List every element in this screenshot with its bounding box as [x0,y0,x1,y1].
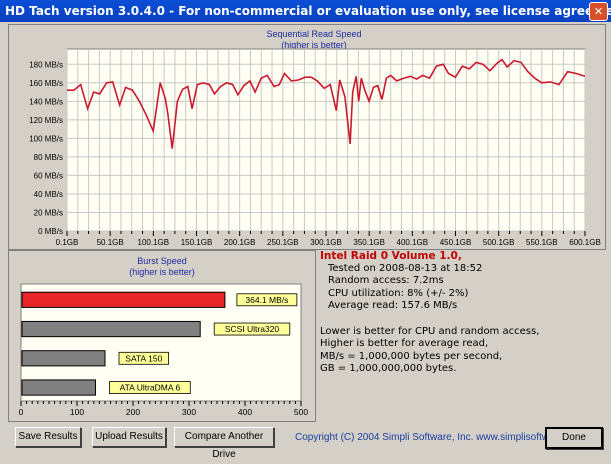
info-panel: Intel Raid 0 Volume 1.0, Tested on 2008-… [320,250,539,376]
save-results-button[interactable]: Save Results [15,427,81,447]
seq-x-tick-label: 150.1GB [181,238,213,247]
note-mbs: MB/s = 1,000,000 bytes per second, [320,350,503,362]
seq-x-tick-label: 100.1GB [138,238,170,247]
save-results-label: Save Results [18,431,78,442]
tested-date: Tested on 2008-08-13 at 18:52 [328,262,483,274]
burst-bar-label: SCSI Ultra320 [225,324,280,334]
upload-results-button[interactable]: Upload Results [92,427,166,447]
note-gb: GB = 1,000,000,000 bytes. [320,363,457,374]
seq-y-tick-label: 120 MB/s [29,116,63,125]
burst-bar [21,320,201,338]
window-title: HD Tach version 3.0.4.0 - For non-commer… [5,4,611,18]
burst-bar-label-box [213,322,291,336]
burst-bar-label: 364.1 MB/s [245,295,288,305]
seq-x-tick-label: 350.1GB [353,238,385,247]
seq-y-tick-label: 140 MB/s [29,97,63,106]
sequential-read-panel: Sequential Read Speed (higher is better)… [8,24,606,250]
done-button[interactable]: Done [545,427,603,449]
seq-y-tick-label: 100 MB/s [29,134,63,143]
seq-x-tick-label: 0.1GB [56,238,79,247]
seq-x-tick-label: 600.1GB [569,238,601,247]
close-icon[interactable]: ✕ [589,2,608,21]
random-access: Random access: 7.2ms [328,275,444,286]
burst-bar-label-box [118,351,169,365]
title-bar: HD Tach version 3.0.4.0 - For non-commer… [0,0,611,22]
burst-bar [21,350,106,367]
burst-bar-label: SATA 150 [125,353,162,363]
seq-y-tick-label: 60 MB/s [34,171,63,180]
burst-x-tick-label: 200 [126,407,140,417]
sequential-read-chart: Sequential Read Speed (higher is better)… [29,29,601,247]
burst-speed-chart: Burst Speed (higher is better) 0 100 200 30… [19,256,309,417]
seq-x-tick-label: 250.1GB [267,238,299,247]
burst-x-tick-label: 500 [294,407,308,417]
seq-x-tick-label: 550.1GB [526,238,558,247]
compare-drive-button[interactable]: Compare Another Drive [174,427,274,460]
cpu-utilization: CPU utilization: 8% (+/- 2%) [328,287,469,299]
upload-results-label: Upload Results [95,431,163,442]
average-read: Average read: 157.6 MB/s [328,300,458,311]
note-average: Higher is better for average read, [320,338,489,349]
seq-y-tick-label: 160 MB/s [29,79,63,88]
compare-drive-label: Compare Another Drive [184,431,264,460]
burst-x-tick-label: 300 [182,407,196,417]
burst-subtitle: (higher is better) [129,267,195,277]
burst-title: Burst Speed [137,256,187,266]
seq-read-line [67,58,586,149]
burst-speed-panel: Burst Speed (higher is better) 0 100 200 30… [8,250,316,422]
seq-x-tick-label: 400.1GB [397,238,429,247]
seq-subtitle: (higher is better) [281,40,347,50]
seq-x-tick-label: 450.1GB [440,238,472,247]
burst-bar [21,379,96,396]
burst-bar-label: ATA UltraDMA 6 [120,383,181,393]
burst-bar-label-box [236,293,298,307]
burst-x-tick-label: 0 [19,407,24,417]
seq-y-tick-label: 20 MB/s [34,208,63,217]
burst-bar-label-box [109,381,191,394]
done-label: Done [562,432,586,443]
note-cpu: Lower is better for CPU and random acces… [320,325,540,337]
seq-y-tick-label: 40 MB/s [34,190,63,199]
seq-x-tick-label: 500.1GB [483,238,515,247]
seq-x-tick-label: 200.1GB [224,238,256,247]
burst-x-tick-label: 400 [238,407,252,417]
burst-x-tick-label: 100 [70,407,84,417]
copyright-text: Copyright (C) 2004 Simpli Software, Inc.… [295,432,586,443]
seq-x-tick-label: 300.1GB [310,238,342,247]
burst-bar [21,291,226,308]
seq-x-tick-label: 50.1GB [97,238,124,247]
seq-y-tick-label: 80 MB/s [34,153,63,162]
drive-name: Intel Raid 0 Volume 1.0, [320,250,462,262]
seq-y-tick-label: 180 MB/s [29,60,63,69]
seq-y-tick-label: 0 MB/s [38,227,63,236]
seq-title: Sequential Read Speed [266,29,361,39]
